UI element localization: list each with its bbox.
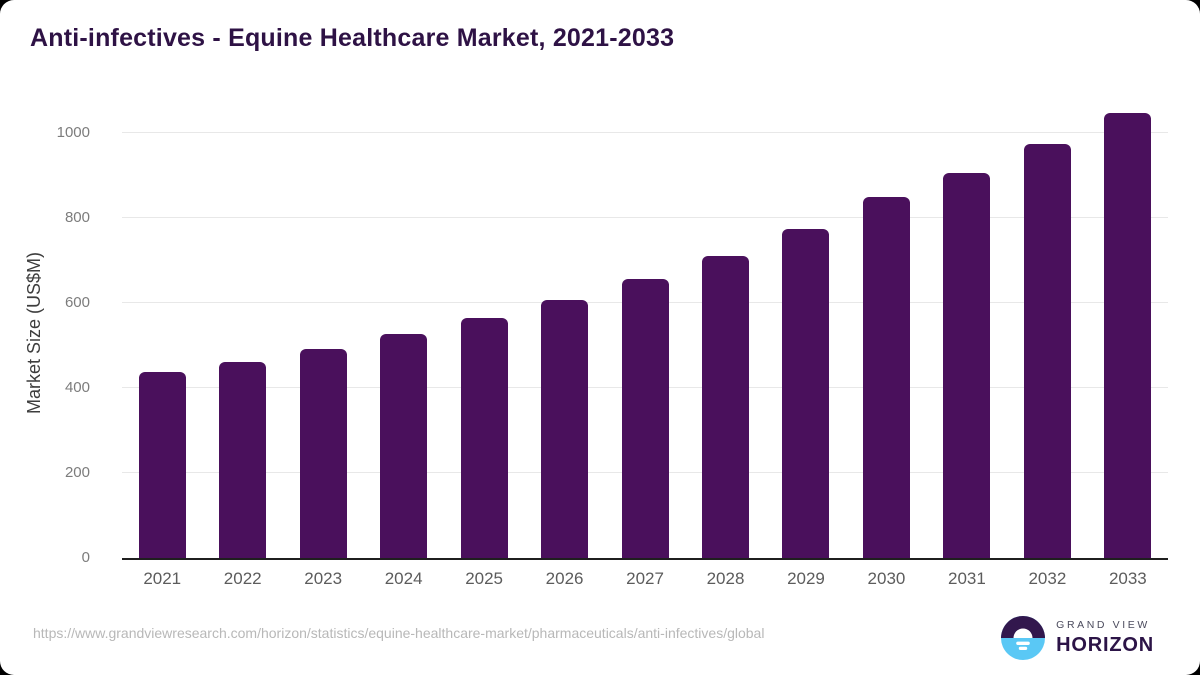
bar-slot-2022 — [202, 108, 282, 558]
xtick-2031: 2031 — [948, 569, 986, 588]
bar-slot-2023 — [283, 108, 363, 558]
y-axis-labels: 0 200 400 600 800 1000 — [28, 108, 106, 566]
bar-2024 — [380, 334, 428, 558]
bar-slot-2024 — [363, 108, 443, 558]
xtick-2030: 2030 — [867, 569, 906, 588]
ytick-800: 800 — [64, 209, 90, 226]
horizon-sun-icon — [1001, 616, 1046, 660]
xtick-2028: 2028 — [706, 569, 745, 588]
bar-slot-2031 — [927, 108, 1007, 558]
bar-slot-2029 — [766, 108, 846, 558]
bar-slot-2025 — [444, 108, 524, 558]
bars-container — [122, 108, 1168, 558]
ytick-200: 200 — [64, 464, 90, 481]
xtick-2027: 2027 — [626, 569, 664, 588]
xtick-2033: 2033 — [1108, 569, 1147, 588]
ytick-600: 600 — [64, 294, 90, 311]
gridline-800 — [122, 217, 1168, 218]
bar-2025 — [460, 318, 508, 558]
xtick-2029: 2029 — [787, 569, 825, 588]
xtick-2032: 2032 — [1028, 569, 1067, 588]
xtick-2022: 2022 — [223, 569, 262, 588]
bar-slot-2033 — [1088, 108, 1168, 558]
bar-slot-2026 — [524, 108, 604, 558]
ytick-1000: 1000 — [56, 124, 90, 141]
bar-2031 — [943, 172, 991, 558]
logo-text: GRAND VIEW HORIZON — [1056, 619, 1154, 657]
xtick-2025: 2025 — [465, 569, 504, 588]
bar-2030 — [862, 196, 910, 558]
ytick-400: 400 — [64, 379, 90, 396]
bar-slot-2028 — [685, 108, 765, 558]
ytick-0: 0 — [81, 549, 90, 566]
xtick-2023: 2023 — [304, 569, 343, 588]
logo-brand-line1: GRAND VIEW — [1056, 619, 1150, 631]
source-url: https://www.grandviewresearch.com/horizo… — [33, 625, 765, 641]
bar-slot-2027 — [605, 108, 685, 558]
bar-slot-2030 — [846, 108, 926, 558]
plot-area — [122, 108, 1168, 560]
bar-2021 — [138, 371, 186, 558]
bar-2022 — [219, 361, 267, 558]
bar-slot-2021 — [122, 108, 202, 558]
x-axis-labels: 2021 2022 2023 2024 2025 2026 2027 2028 2029 2030… — [122, 569, 1168, 589]
bar-2028 — [702, 256, 750, 558]
bar-slot-2032 — [1007, 108, 1087, 558]
bar-2023 — [299, 348, 347, 558]
bar-2033 — [1104, 113, 1152, 558]
chart-title: Anti-infectives - Equine Healthcare Mark… — [30, 24, 675, 52]
xtick-2026: 2026 — [545, 569, 584, 588]
xtick-2024: 2024 — [384, 569, 423, 588]
xtick-2021: 2021 — [143, 569, 182, 588]
gridline-1000 — [122, 132, 1168, 133]
bar-2029 — [782, 228, 830, 558]
logo-brand-line2: HORIZON — [1056, 634, 1154, 656]
bar-2026 — [541, 299, 589, 558]
bar-2032 — [1023, 144, 1071, 558]
grand-view-horizon-logo: GRAND VIEW HORIZON — [1000, 615, 1154, 661]
bar-2027 — [621, 279, 669, 558]
